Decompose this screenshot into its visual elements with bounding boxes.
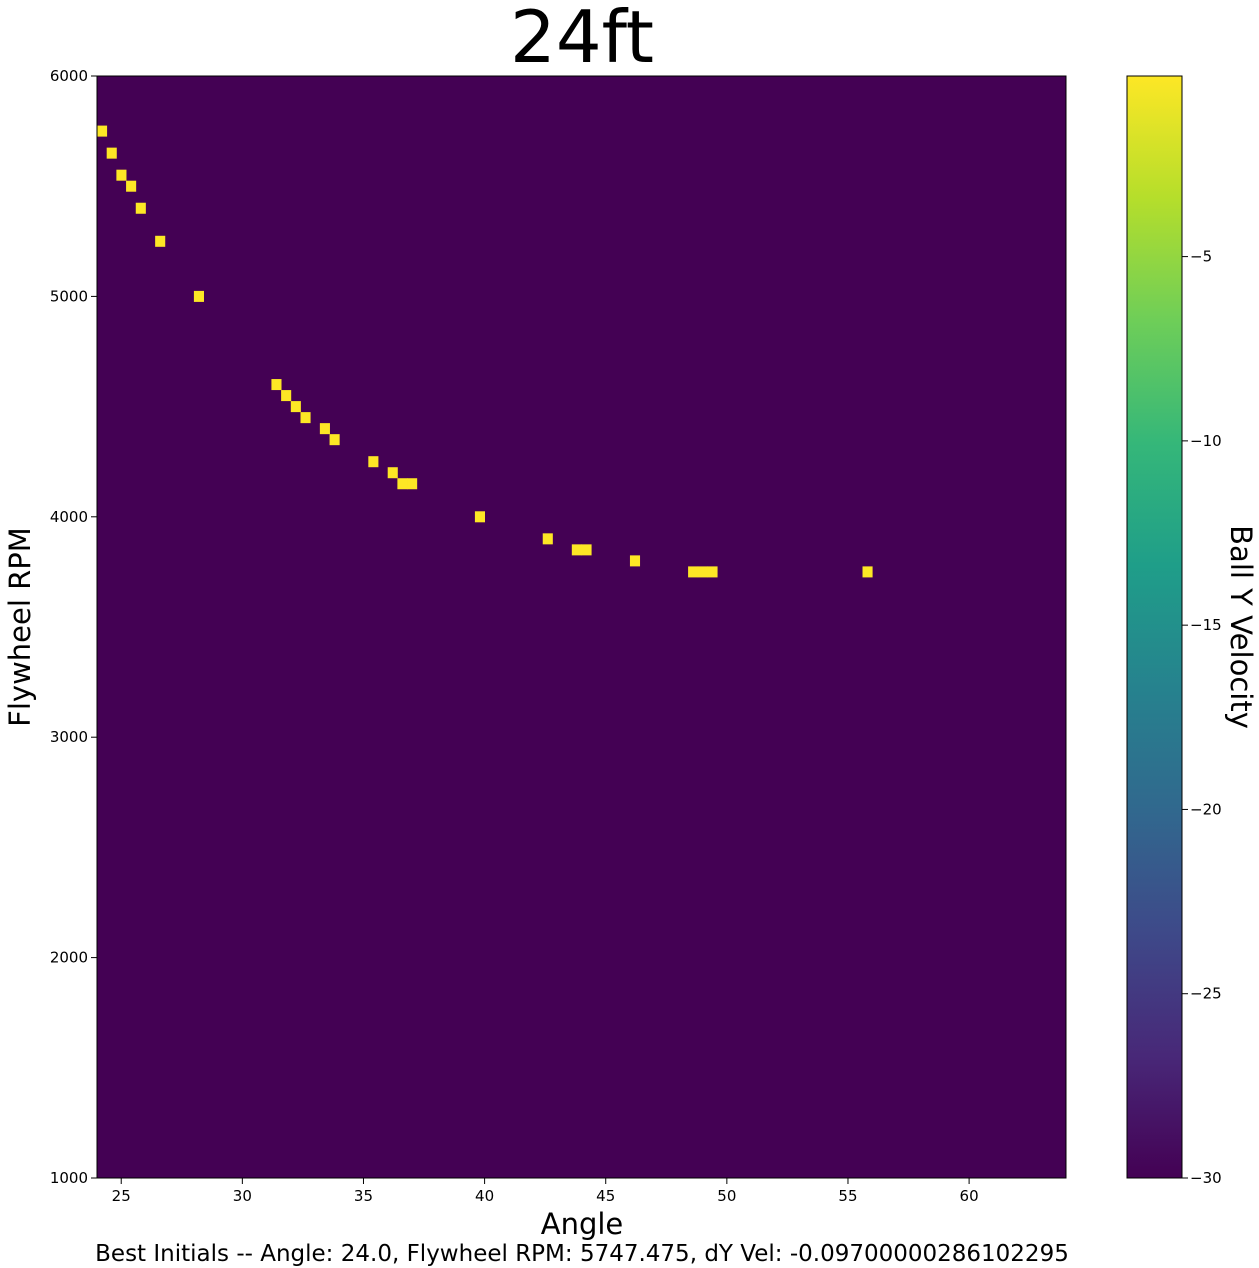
x-tick-label: 55 (838, 1187, 857, 1205)
heatmap-cell (155, 235, 166, 247)
x-tick-label: 50 (717, 1187, 736, 1205)
heatmap-cell (581, 544, 592, 556)
colorbar: −5 −10 −15 −20 −25 −30 (1126, 75, 1222, 1187)
x-tick-label: 60 (960, 1187, 979, 1205)
heatmap-cell (474, 511, 485, 523)
y-tick-label: 5000 (50, 287, 88, 305)
colorbar-tick-label: −20 (1190, 800, 1222, 818)
chart-title: 24ft (510, 0, 654, 79)
heatmap-cells (97, 125, 873, 578)
heatmap-cell (290, 401, 301, 413)
heatmap-background (97, 76, 1066, 1178)
heatmap-cell (368, 456, 379, 468)
heatmap-cell (707, 566, 718, 578)
heatmap-cell (688, 566, 699, 578)
y-axis-title: Flywheel RPM (3, 527, 37, 727)
colorbar-tick-label: −10 (1190, 432, 1222, 450)
heatmap-cell (697, 566, 708, 578)
heatmap-cell (116, 169, 127, 181)
y-tick-label: 3000 (50, 728, 88, 746)
heatmap-cell (387, 467, 398, 479)
heatmap-cell (397, 478, 408, 490)
x-tick-label: 30 (233, 1187, 252, 1205)
best-initials-caption: Best Initials -- Angle: 24.0, Flywheel R… (95, 1241, 1069, 1267)
colorbar-title: Ball Y Velocity (1224, 525, 1258, 729)
heatmap-cell (271, 379, 282, 391)
heatmap-cell (542, 533, 553, 545)
heatmap-cell (407, 478, 418, 490)
colorbar-ticks: −5 −10 −15 −20 −25 −30 (1182, 248, 1222, 1187)
heatmap-cell (862, 566, 873, 578)
x-tick-label: 35 (354, 1187, 373, 1205)
heatmap-cell (319, 423, 330, 435)
heatmap-cell (329, 434, 340, 446)
colorbar-gradient (1126, 75, 1183, 1179)
x-tick-label: 40 (475, 1187, 494, 1205)
y-tick-label: 4000 (50, 508, 88, 526)
colorbar-tick-label: −15 (1190, 616, 1222, 634)
heatmap-cell (126, 180, 137, 192)
plot-area (96, 75, 1067, 1179)
plot-frame (96, 75, 1067, 1179)
heatmap-cell (106, 147, 117, 159)
heatmap-cell (629, 555, 641, 567)
y-tick-label: 1000 (50, 1169, 88, 1187)
heatmap-cell (300, 412, 311, 424)
x-tick-label: 25 (112, 1187, 131, 1205)
heatmap-cell (193, 290, 204, 302)
heatmap-cell (97, 125, 108, 137)
y-tick-label: 6000 (50, 67, 88, 85)
x-axis-title: Angle (541, 1207, 624, 1241)
colorbar-tick-label: −30 (1190, 1169, 1222, 1187)
heatmap-cell (281, 390, 292, 402)
y-tick-label: 2000 (50, 949, 88, 967)
x-tick-label: 45 (596, 1187, 615, 1205)
colorbar-tick-label: −5 (1190, 248, 1212, 266)
y-axis-ticks: 1000 2000 3000 4000 5000 6000 (50, 67, 97, 1187)
x-axis-ticks: 25 30 35 40 45 50 55 60 (112, 1178, 979, 1205)
heatmap-cell (571, 544, 582, 556)
heatmap-cell (135, 202, 146, 214)
colorbar-tick-label: −25 (1190, 985, 1222, 1003)
